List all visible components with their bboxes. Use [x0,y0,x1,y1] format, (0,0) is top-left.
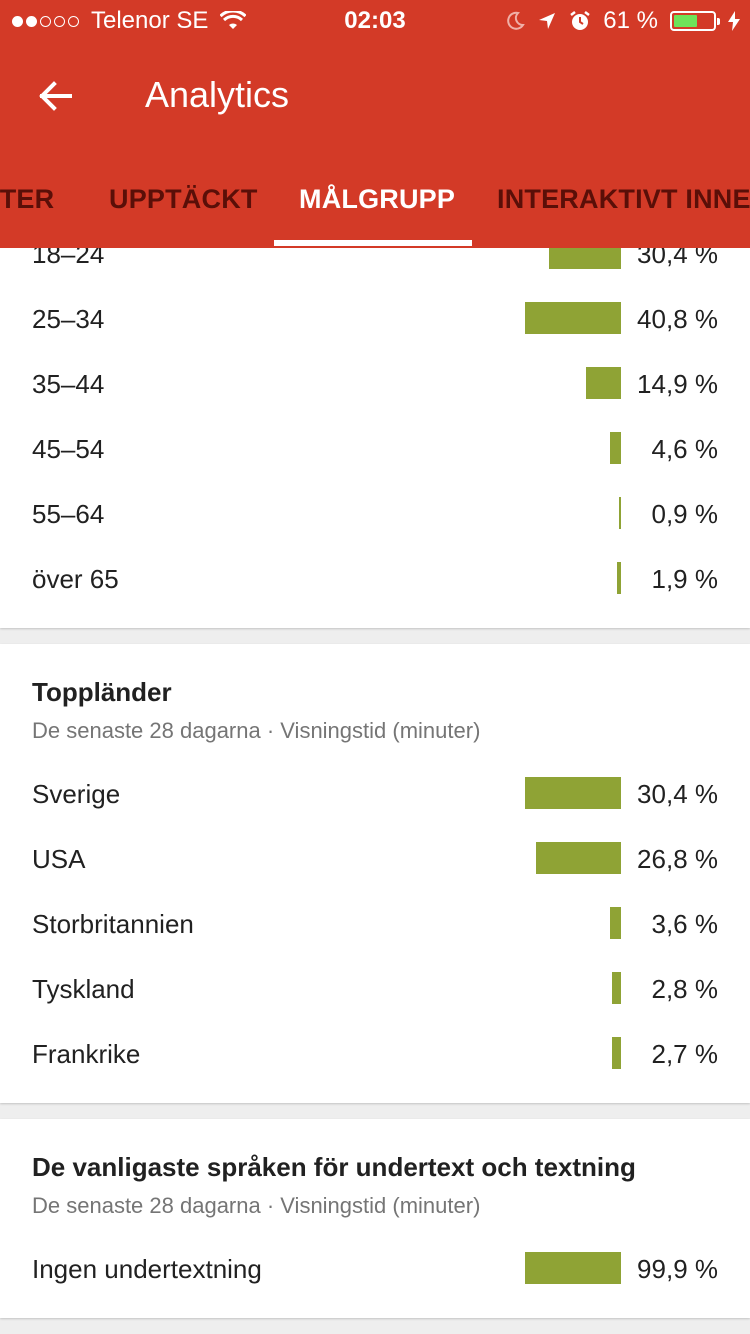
list-item: 55–64 0,9 % [0,494,750,534]
row-value: 40,8 % [637,304,718,334]
card-title: De vanligaste språken för undertext och … [32,1152,636,1182]
row-label: 55–64 [32,499,105,529]
row-label: USA [32,844,86,874]
tab-upptackt[interactable]: UPPTÄCKT [109,184,258,214]
list-item: 45–54 4,6 % [0,429,750,469]
app-bar: Analytics [0,56,750,136]
list-item: 25–34 40,8 % [0,299,750,339]
alarm-clock-icon [570,11,591,30]
tab-bar: KTER UPPTÄCKT MÅLGRUPP INTERAKTIVT INNEH [0,160,750,248]
row-bar [610,907,621,939]
card-title: Toppländer [32,677,172,707]
list-item: Storbritannien 3,6 % [0,904,750,944]
clock: 02:03 [344,7,406,34]
row-bar [612,1037,621,1069]
carrier-name: Telenor SE [91,7,209,34]
row-value: 2,7 % [651,1039,719,1069]
battery-percent: 61 % [603,7,658,34]
row-value: 14,9 % [637,369,718,399]
card-subtitle: De senaste 28 dagarna · Visningstid (min… [32,718,481,743]
location-arrow-icon [539,13,556,29]
row-value: 2,8 % [651,974,719,1004]
row-label: Frankrike [32,1039,141,1069]
row-label: 25–34 [32,304,105,334]
list-item: Frankrike 2,7 % [0,1034,750,1074]
row-bar [619,497,621,529]
subtitle-languages-card: De vanligaste språken för undertext och … [0,1119,750,1318]
list-item: över 65 1,9 % [0,559,750,599]
row-bar [525,1252,621,1284]
list-item: Sverige 30,4 % [0,774,750,814]
moon-icon [507,11,526,30]
row-value: 30,4 % [637,779,718,809]
top-countries-card: Toppländer De senaste 28 dagarna · Visni… [0,644,750,1103]
list-item: Ingen undertextning 99,9 % [0,1249,750,1289]
row-label: Sverige [32,779,121,809]
row-label: Storbritannien [32,909,194,939]
status-bar: Telenor SE 02:03 61 % [0,0,750,40]
row-bar [617,562,621,594]
row-label: Tyskland [32,974,135,1004]
row-label: Ingen undertextning [32,1254,262,1284]
card-subtitle: De senaste 28 dagarna · Visningstid (min… [32,1193,481,1218]
page-title: Analytics [145,74,290,115]
row-value: 3,6 % [651,909,719,939]
row-bar [586,367,621,399]
row-bar [536,842,621,874]
row-bar [525,777,621,809]
list-item: Tyskland 2,8 % [0,969,750,1009]
tab-malgrupp[interactable]: MÅLGRUPP [299,184,456,214]
list-item: 35–44 14,9 % [0,364,750,404]
wifi-icon [220,11,247,29]
app-header: Telenor SE 02:03 61 % [0,0,750,248]
row-label: 45–54 [32,434,105,464]
back-arrow-icon[interactable] [34,74,78,118]
row-value: 26,8 % [637,844,718,874]
list-item: USA 26,8 % [0,839,750,879]
row-value: 1,9 % [651,564,719,594]
battery-icon [670,11,720,31]
active-tab-indicator [274,240,472,246]
row-label: 35–44 [32,369,105,399]
row-label: över 65 [32,564,119,594]
row-value: 4,6 % [651,434,719,464]
row-bar [612,972,621,1004]
row-bar [610,432,621,464]
charging-bolt-icon [728,11,740,31]
tab-interaktivt-innehall[interactable]: INTERAKTIVT INNEH [497,184,750,214]
signal-strength-icon [12,15,79,27]
row-bar [525,302,621,334]
row-value: 0,9 % [651,499,719,529]
tab-partial-left[interactable]: KTER [0,184,55,214]
row-value: 99,9 % [637,1254,718,1284]
age-distribution-card: 18–24 30,4 % 25–34 40,8 % 35–44 14,9 % 4… [0,200,750,628]
